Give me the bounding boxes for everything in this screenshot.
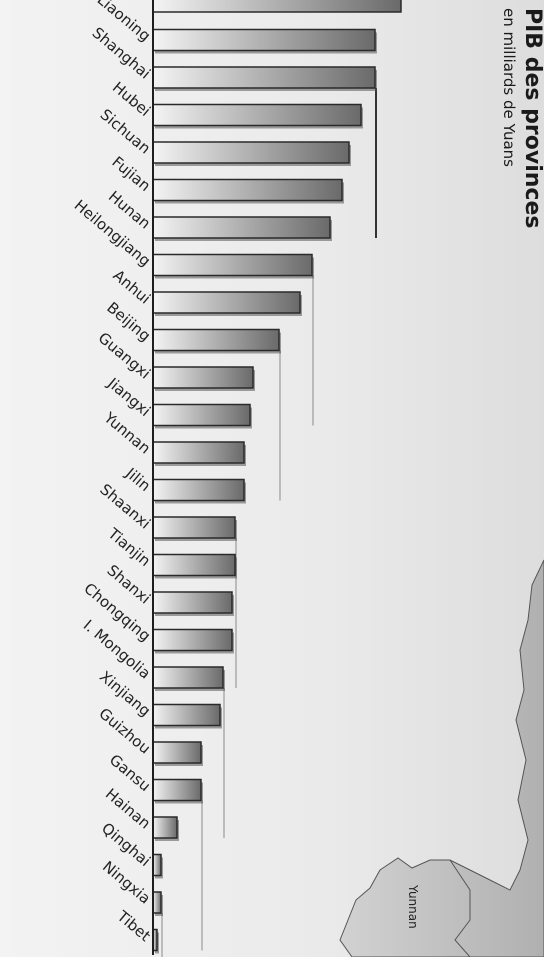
label-tianjin: Tianjin <box>104 524 154 570</box>
map-province-label: Yunnan <box>406 885 420 929</box>
bar-ningxia <box>152 891 162 914</box>
bar-shaanxi <box>152 516 236 539</box>
bar-shanxi <box>152 591 233 614</box>
bar-xinjiang <box>152 703 221 727</box>
china-map-fragment <box>339 559 544 957</box>
bar-yunnan <box>152 441 245 464</box>
label-tibet: Tibet <box>113 907 154 946</box>
bar-fujian <box>152 178 343 202</box>
bar-hubei <box>152 103 362 127</box>
bar-chongqing <box>152 628 233 652</box>
bar-qinghai <box>152 853 162 877</box>
bar-anhui <box>152 291 301 314</box>
bar-sichuan <box>152 141 350 164</box>
bar-hunan <box>152 216 331 239</box>
bar-i-mongolia <box>152 666 224 689</box>
title-block: PIB des provinces en milliards de Yuans <box>500 8 544 228</box>
bar-guizhou <box>152 741 202 764</box>
bar-shanghai <box>152 66 376 89</box>
bar-heilongjiang <box>152 253 313 277</box>
bar-gansu <box>152 778 202 802</box>
chart-title: PIB des provinces <box>520 8 544 229</box>
category-labels: LiaoningShanghaiHubeiSichuanFujianHunanH… <box>71 0 154 945</box>
chart-subtitle: en milliards de Yuans <box>500 8 518 167</box>
label-jilin: Jilin <box>121 464 154 495</box>
bar-liaoning <box>152 28 376 52</box>
bar-jiangxi <box>152 403 251 427</box>
bar-partial-top <box>152 0 402 13</box>
bar-guangxi <box>152 366 254 389</box>
bar-jilin <box>152 478 245 502</box>
bar-tianjin <box>152 553 236 577</box>
bar-beijing <box>152 328 280 352</box>
bar-hainan <box>152 816 178 839</box>
bars-group <box>152 0 402 954</box>
